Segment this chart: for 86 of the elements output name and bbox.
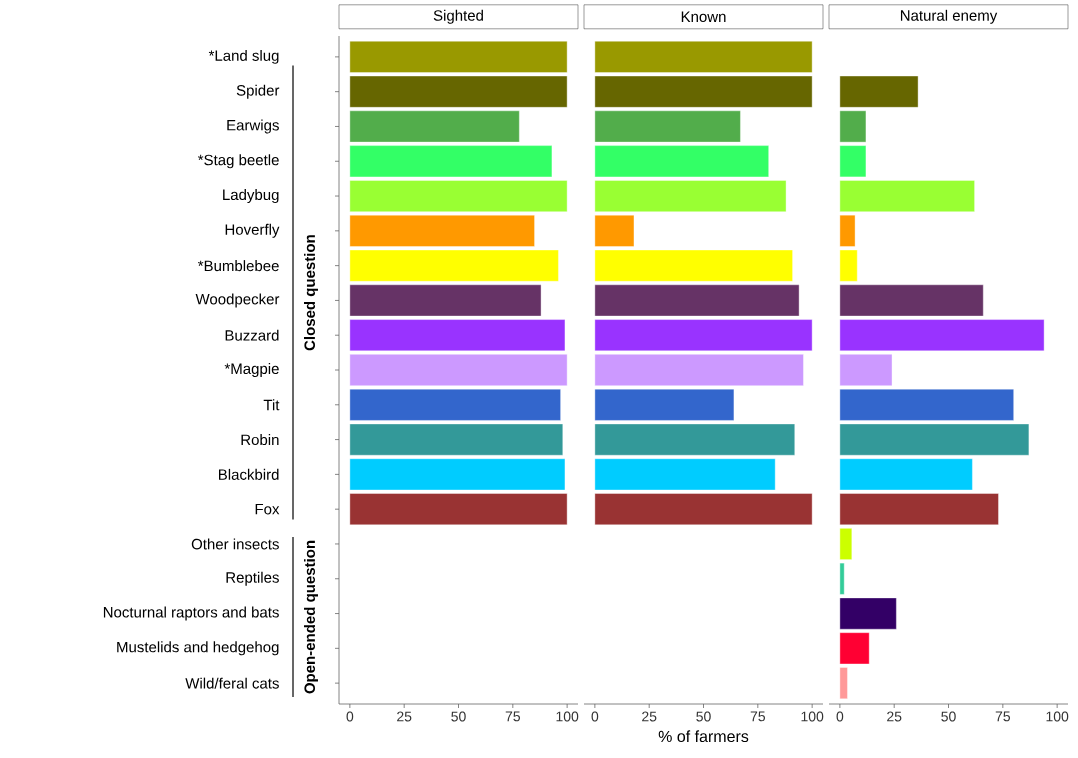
y-tick-label: Reptiles bbox=[226, 571, 279, 586]
bar bbox=[349, 180, 568, 212]
y-tick-label: Fox bbox=[255, 503, 280, 515]
bar bbox=[594, 249, 793, 282]
bar bbox=[349, 319, 566, 352]
y-tick-label: Wild/feral cats bbox=[185, 677, 279, 689]
bar bbox=[839, 458, 973, 491]
bar bbox=[594, 388, 735, 421]
bar bbox=[839, 667, 848, 699]
bar bbox=[594, 458, 776, 491]
bar bbox=[839, 632, 870, 665]
bar bbox=[839, 75, 919, 108]
y-tick-label: Spider bbox=[236, 84, 280, 99]
bar bbox=[839, 493, 999, 526]
bar bbox=[839, 145, 867, 178]
y-tick-label: Other insects bbox=[191, 538, 279, 550]
x-tick-label: 0 bbox=[836, 711, 844, 722]
y-tick-label: *Magpie bbox=[224, 363, 279, 377]
x-tick-label: 0 bbox=[591, 711, 599, 722]
x-tick-label: 75 bbox=[505, 711, 521, 722]
bar bbox=[839, 284, 984, 317]
y-tick-label: *Land slug bbox=[208, 49, 279, 64]
x-tick-label: 25 bbox=[887, 711, 902, 722]
y-tick-label: *Bumblebee bbox=[197, 260, 279, 272]
x-axis-title: % of farmers bbox=[658, 730, 749, 743]
text: Closed question bbox=[304, 235, 318, 351]
bar bbox=[349, 249, 559, 282]
x-tick-label: 25 bbox=[642, 711, 657, 722]
bar bbox=[349, 145, 553, 178]
bar bbox=[594, 493, 813, 526]
x-tick-label: 25 bbox=[397, 711, 412, 722]
bar bbox=[839, 249, 858, 282]
x-tick-label: 0 bbox=[346, 711, 354, 722]
y-tick-label: Buzzard bbox=[225, 329, 279, 341]
bar bbox=[349, 354, 568, 386]
bar bbox=[839, 214, 856, 247]
bar bbox=[839, 354, 893, 386]
x-tick-label: 50 bbox=[941, 711, 956, 722]
y-tick-label: Nocturnal raptors and bats bbox=[103, 606, 279, 621]
x-tick-label: 75 bbox=[995, 711, 1011, 722]
bar bbox=[839, 180, 975, 212]
bar bbox=[594, 75, 813, 108]
bar bbox=[349, 214, 535, 247]
bar bbox=[839, 319, 1045, 352]
bar bbox=[349, 41, 568, 73]
x-tick-label: 100 bbox=[801, 711, 824, 722]
bar bbox=[349, 423, 563, 456]
bar bbox=[594, 319, 813, 352]
bar bbox=[594, 214, 635, 247]
y-tick-label: Mustelids and hedgehog bbox=[117, 641, 279, 656]
x-tick-label: 75 bbox=[750, 711, 766, 722]
y-tick-label: *Stag beetle bbox=[197, 154, 279, 169]
bar bbox=[839, 388, 1014, 421]
y-tick-label: Ladybug bbox=[223, 189, 279, 204]
bar bbox=[349, 388, 561, 421]
x-tick-label: 100 bbox=[1046, 711, 1069, 722]
bar bbox=[839, 110, 867, 143]
bar bbox=[839, 528, 853, 560]
bar bbox=[594, 284, 800, 317]
y-tick-label: Woodpecker bbox=[195, 293, 280, 308]
y-tick-label: Hoverfly bbox=[225, 223, 280, 238]
chart-title: Sighted bbox=[433, 9, 483, 24]
x-tick-label: 100 bbox=[556, 711, 579, 722]
bar bbox=[839, 562, 845, 595]
chart-title: Natural enemy bbox=[900, 9, 998, 24]
bar bbox=[594, 41, 813, 73]
bar bbox=[839, 423, 1030, 456]
bar bbox=[594, 180, 787, 212]
chart-title: Known bbox=[681, 11, 726, 23]
bar bbox=[349, 284, 542, 317]
bar bbox=[349, 75, 568, 108]
x-tick-label: 50 bbox=[696, 711, 711, 722]
y-tick-label: Blackbird bbox=[219, 468, 279, 480]
y-tick-label: Tit bbox=[263, 399, 280, 411]
text: Open-ended question bbox=[304, 540, 318, 694]
bar bbox=[594, 354, 804, 386]
x-tick-label: 50 bbox=[451, 711, 466, 722]
bar bbox=[349, 493, 568, 526]
bar bbox=[594, 145, 769, 178]
bar bbox=[594, 110, 741, 143]
bar bbox=[594, 423, 795, 456]
bar bbox=[349, 458, 566, 491]
bar bbox=[349, 110, 520, 143]
bar bbox=[839, 597, 897, 630]
y-tick-label: Earwigs bbox=[227, 119, 279, 134]
y-tick-label: Robin bbox=[241, 434, 279, 446]
